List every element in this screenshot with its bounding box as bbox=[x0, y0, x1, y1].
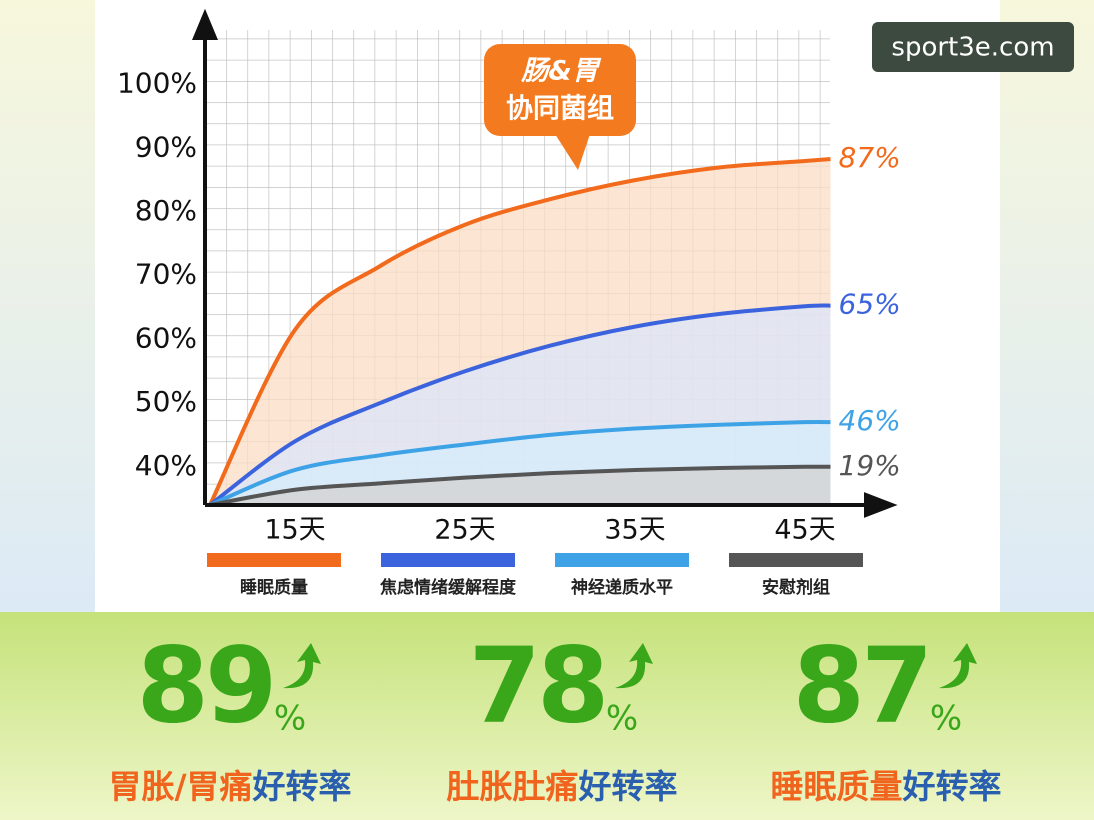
stat-unit: % bbox=[606, 699, 638, 739]
up-arrow bbox=[939, 643, 977, 689]
y-tick-label: 80% bbox=[135, 194, 197, 227]
stat-number: 87 bbox=[793, 624, 930, 746]
stat-label-rest: 好转率 bbox=[578, 767, 678, 806]
y-tick-label: 60% bbox=[135, 321, 197, 354]
legend-swatch bbox=[381, 553, 515, 567]
stat-label-highlight: 胃胀/胃痛 bbox=[108, 767, 252, 806]
x-tick-label: 15天 bbox=[264, 515, 325, 546]
up-arrow bbox=[615, 643, 653, 689]
line bbox=[208, 303, 831, 507]
stat-label-highlight: 肚胀肚痛 bbox=[447, 767, 579, 806]
legend-label: 神经递质水平 bbox=[571, 577, 673, 598]
callout-line: 肠&胃 bbox=[520, 56, 602, 87]
stat-label-rest: 好转率 bbox=[252, 767, 352, 806]
stat-label-highlight: 睡眠质量 bbox=[771, 767, 903, 806]
stat-number: 89 bbox=[137, 624, 274, 746]
y-axis bbox=[192, 8, 218, 505]
y-tick-label: 100% bbox=[117, 67, 197, 100]
legend-label: 焦虑情绪缓解程度 bbox=[379, 577, 517, 598]
up-arrow bbox=[283, 643, 321, 689]
legend-swatch bbox=[207, 553, 341, 567]
line bbox=[208, 157, 831, 506]
callout: 肠&胃 协同菌组 bbox=[484, 44, 636, 170]
stat-label: 肚胀肚痛好转率 bbox=[447, 767, 678, 806]
callout-line: 协同菌组 bbox=[506, 93, 614, 125]
end-label: 46% bbox=[839, 404, 901, 437]
stat-unit: % bbox=[274, 699, 306, 739]
end-label: 87% bbox=[839, 141, 901, 174]
x-tick-label: 35天 bbox=[604, 515, 665, 546]
legend-label: 安慰剂组 bbox=[762, 577, 830, 598]
y-tick-label: 50% bbox=[135, 385, 197, 418]
end-label: 19% bbox=[839, 449, 901, 482]
area-fill bbox=[210, 466, 831, 505]
stat-label-rest: 好转率 bbox=[902, 767, 1002, 806]
y-tick-label: 90% bbox=[135, 130, 197, 163]
line bbox=[209, 419, 831, 507]
line bbox=[209, 464, 831, 507]
stat-label: 胃胀/胃痛好转率 bbox=[108, 767, 351, 806]
end-label: 65% bbox=[839, 288, 901, 321]
legend-swatch bbox=[729, 553, 863, 567]
stats-band bbox=[0, 612, 1094, 820]
x-axis bbox=[205, 492, 898, 518]
watermark-box bbox=[872, 22, 1074, 72]
stat-unit: % bbox=[930, 699, 962, 739]
stat-label: 睡眠质量好转率 bbox=[771, 767, 1002, 806]
legend-swatch bbox=[555, 553, 689, 567]
y-tick-label: 70% bbox=[135, 258, 197, 291]
stat-number: 78 bbox=[469, 624, 606, 746]
legend-label: 睡眠质量 bbox=[240, 577, 308, 598]
x-tick-label: 45天 bbox=[774, 515, 835, 546]
x-tick-label: 25天 bbox=[434, 515, 495, 546]
watermark: sport3e.com bbox=[891, 33, 1054, 63]
y-tick-label: 40% bbox=[135, 449, 197, 482]
